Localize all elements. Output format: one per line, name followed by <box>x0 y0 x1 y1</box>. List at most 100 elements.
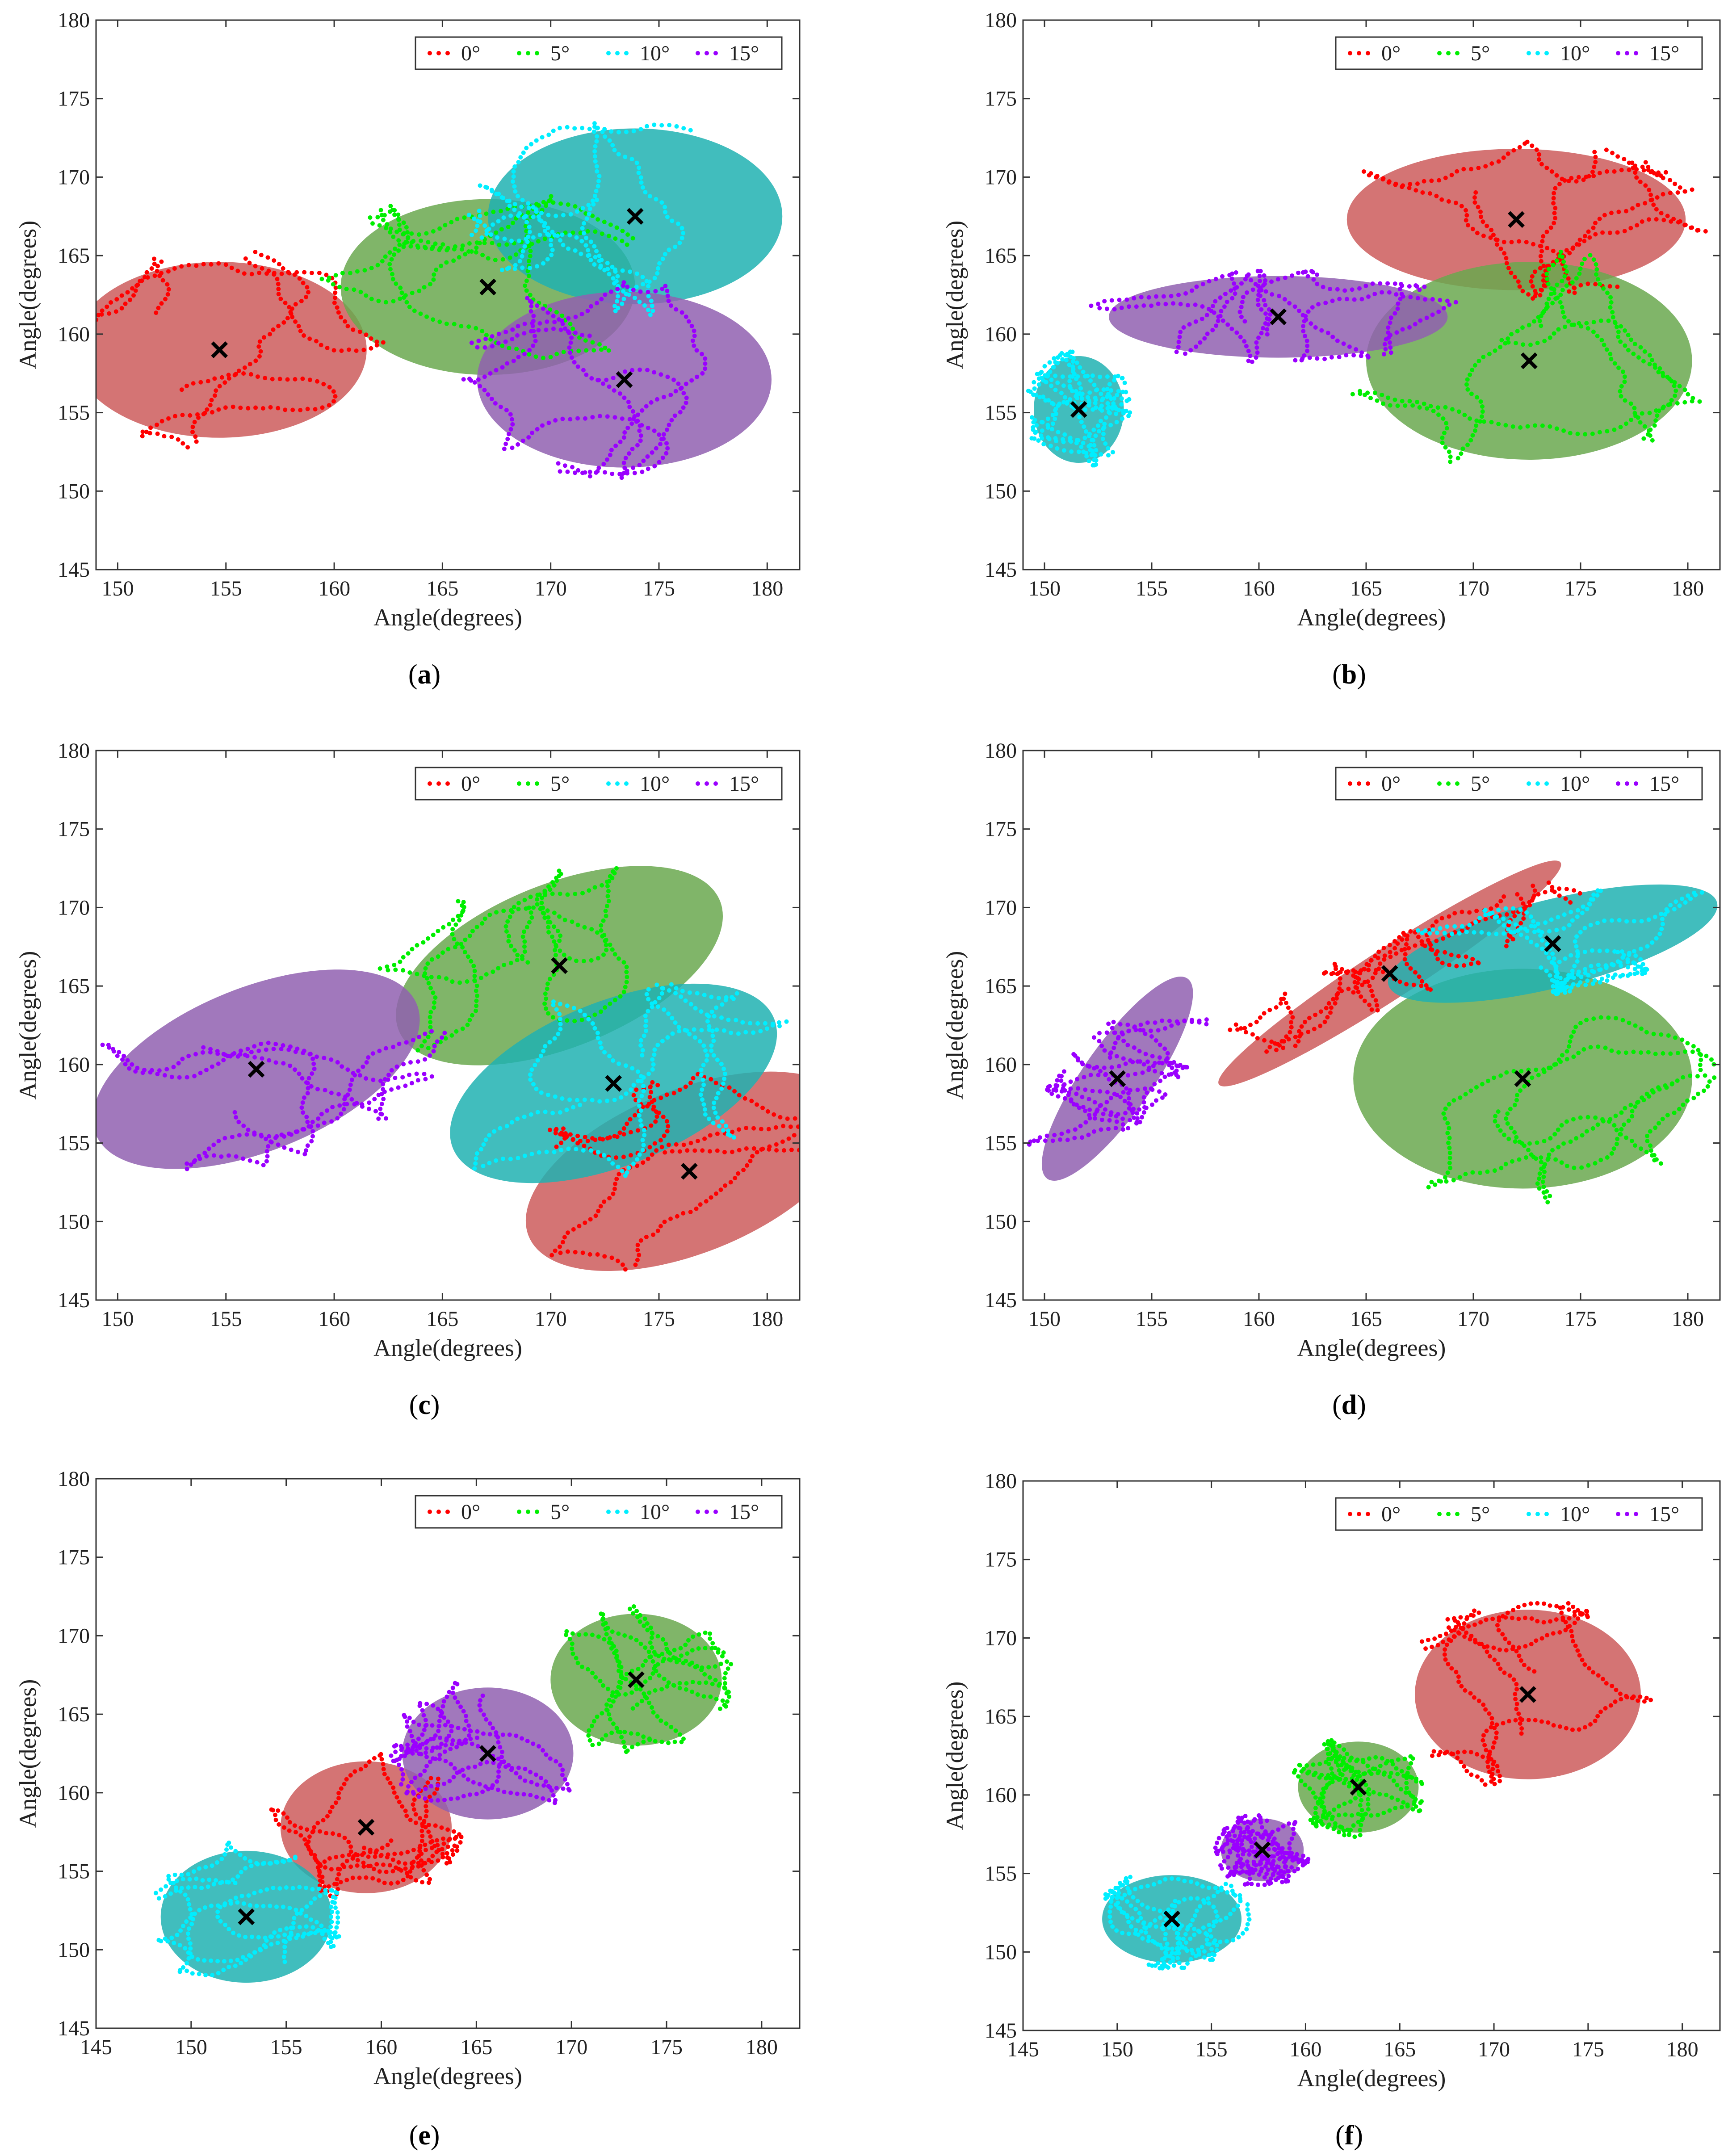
data-point <box>526 259 531 264</box>
data-point <box>627 1607 632 1611</box>
data-point <box>541 261 545 266</box>
data-point <box>361 1851 366 1856</box>
data-point <box>522 321 527 326</box>
data-point <box>1641 168 1646 173</box>
data-point <box>603 909 608 914</box>
data-point <box>1640 164 1645 169</box>
data-point <box>648 1676 653 1681</box>
data-point <box>558 1244 562 1249</box>
series-points-d-2 <box>1416 888 1704 997</box>
data-point <box>555 233 560 238</box>
data-point <box>1518 907 1523 912</box>
data-point <box>1376 956 1380 961</box>
data-point <box>569 355 574 360</box>
data-point <box>528 265 533 270</box>
data-point <box>342 1097 347 1102</box>
data-point <box>741 1167 746 1172</box>
data-point <box>1071 1102 1076 1107</box>
data-point <box>614 866 619 871</box>
data-point <box>1177 335 1182 340</box>
data-point <box>1450 931 1455 936</box>
data-point <box>1454 964 1459 969</box>
data-point <box>266 1144 271 1149</box>
data-point <box>698 1092 703 1097</box>
data-point <box>1673 899 1678 904</box>
data-point <box>1050 1138 1055 1143</box>
data-point <box>376 298 381 303</box>
data-point <box>628 1635 633 1640</box>
data-point <box>1092 1116 1097 1121</box>
data-point <box>1479 930 1484 935</box>
data-point <box>1518 926 1523 931</box>
data-point <box>343 319 348 324</box>
data-point <box>722 1076 727 1081</box>
data-point <box>1234 330 1239 335</box>
data-point <box>800 1115 805 1120</box>
data-point <box>392 1851 397 1856</box>
data-point <box>1577 891 1582 896</box>
data-point <box>1668 903 1673 908</box>
data-point <box>1606 1015 1611 1020</box>
data-point <box>1457 1175 1462 1180</box>
data-point <box>567 1636 572 1641</box>
data-point <box>1370 993 1375 998</box>
data-point <box>573 204 578 209</box>
legend-swatch <box>445 781 450 786</box>
data-point <box>392 962 397 967</box>
series-points-a-0 <box>88 249 386 450</box>
data-point <box>133 288 138 293</box>
data-point <box>332 300 337 305</box>
data-point <box>330 1831 335 1836</box>
data-point <box>1122 380 1127 385</box>
data-point <box>546 930 551 935</box>
data-point <box>1560 288 1565 293</box>
data-point <box>1355 981 1360 986</box>
data-point <box>1534 1067 1539 1072</box>
data-point <box>1212 310 1216 315</box>
data-point <box>419 1838 424 1843</box>
data-point <box>496 331 501 336</box>
data-point <box>665 1684 670 1689</box>
data-point <box>386 1073 391 1078</box>
legend-swatch <box>445 51 450 55</box>
data-point <box>198 1070 203 1075</box>
data-point <box>1178 302 1183 306</box>
data-point <box>804 1125 808 1129</box>
data-point <box>1636 1099 1640 1104</box>
data-point <box>426 981 431 986</box>
data-point <box>366 1107 371 1112</box>
x-tick-label: 175 <box>643 1307 675 1331</box>
data-point <box>666 1741 671 1745</box>
data-point <box>681 1211 686 1216</box>
data-point <box>491 222 495 227</box>
data-point <box>1204 313 1209 318</box>
data-point <box>460 910 465 914</box>
data-point <box>1233 270 1238 275</box>
data-point <box>1141 1062 1146 1067</box>
data-point <box>596 956 600 961</box>
data-point <box>640 1053 645 1058</box>
data-point <box>88 364 93 368</box>
data-point <box>1632 949 1637 954</box>
data-point <box>561 349 566 354</box>
data-point <box>306 1124 311 1129</box>
data-point <box>1334 966 1338 971</box>
data-point <box>1537 157 1542 162</box>
data-point <box>537 232 542 237</box>
data-point <box>1474 1085 1479 1090</box>
data-point <box>1307 1015 1312 1020</box>
data-point <box>460 1026 465 1031</box>
data-point <box>1111 1019 1116 1024</box>
data-point <box>710 1033 715 1038</box>
data-point <box>535 897 540 902</box>
data-point <box>1677 384 1682 389</box>
data-point <box>570 1651 575 1656</box>
data-point <box>503 339 508 344</box>
data-point <box>428 1015 432 1019</box>
data-point <box>650 1645 654 1650</box>
data-point <box>388 267 393 272</box>
data-point <box>545 986 549 991</box>
data-point <box>1555 282 1560 287</box>
data-point <box>1549 286 1554 291</box>
data-point <box>1333 1001 1338 1006</box>
